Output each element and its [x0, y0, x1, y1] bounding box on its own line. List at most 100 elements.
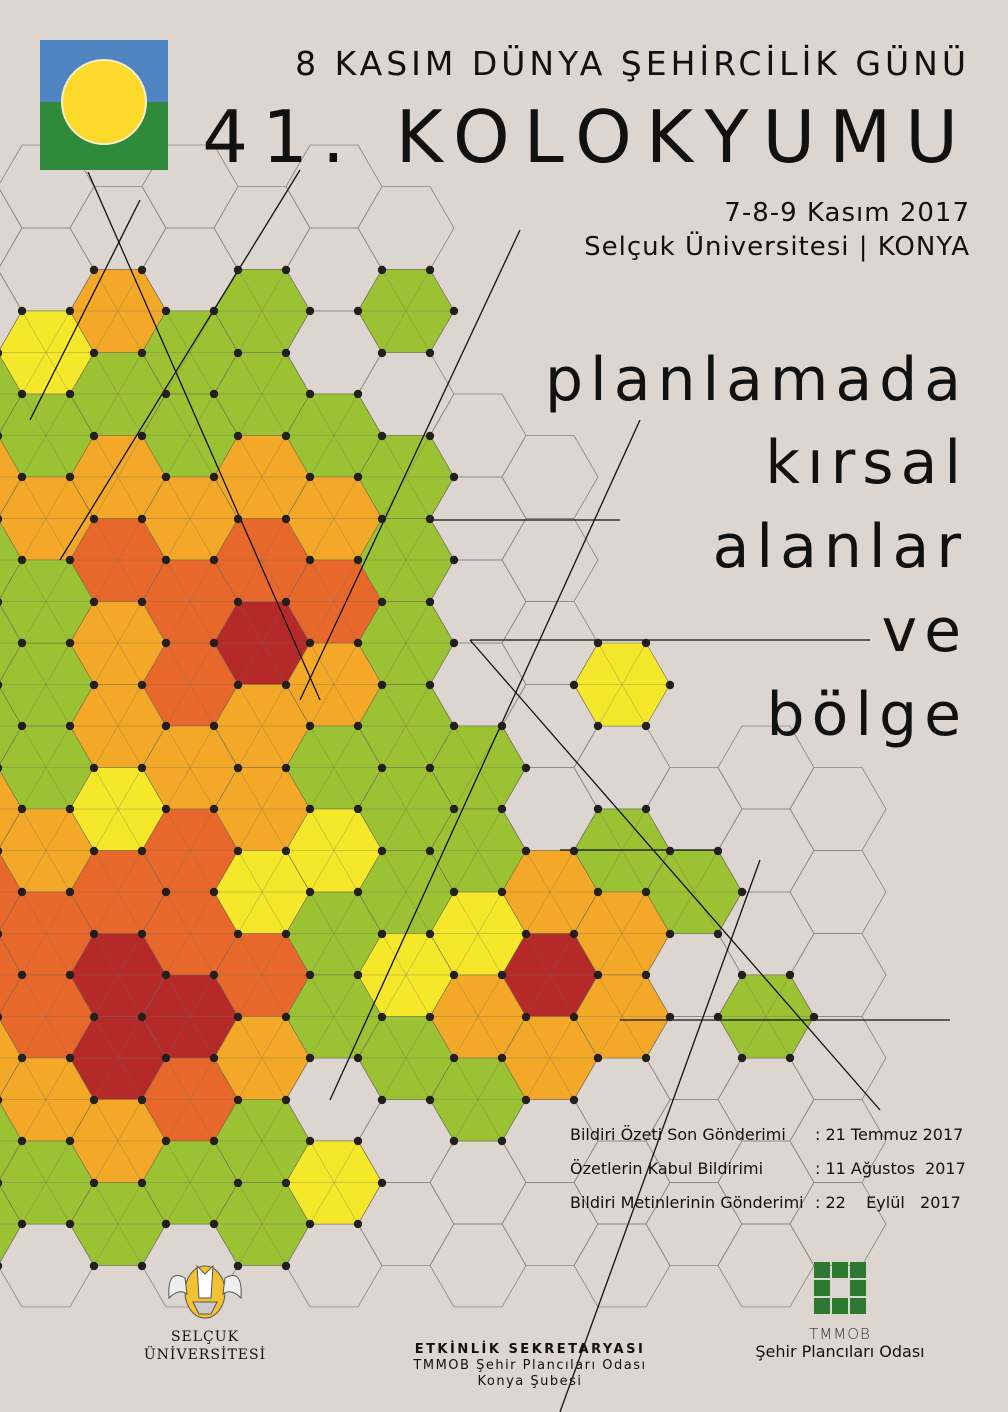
vertex-dot — [89, 265, 99, 275]
hex-divider — [93, 767, 143, 851]
hex-divider — [237, 352, 287, 436]
vertex-dot — [89, 348, 99, 358]
hex-divider — [93, 352, 143, 436]
hex-divider — [165, 476, 215, 561]
vertex-dot — [305, 887, 315, 897]
vertex-dot — [353, 970, 363, 980]
vertex-dot — [449, 306, 459, 316]
vertex-dot — [593, 721, 603, 731]
vertex-dot — [65, 970, 75, 980]
vertex-dot — [305, 472, 315, 482]
vertex-dot — [233, 1012, 243, 1022]
vertex-dot — [89, 846, 99, 856]
vertex-dot — [137, 929, 147, 939]
vertex-dot — [497, 721, 507, 731]
hex-divider — [309, 559, 359, 644]
hex-divider — [93, 1182, 143, 1266]
university-name: SELÇUK ÜNİVERSİTESİ — [130, 1328, 280, 1364]
vertex-dot — [17, 472, 27, 482]
vertex-dot — [713, 846, 723, 856]
vertex-dot — [497, 970, 507, 980]
hex-divider — [525, 1016, 575, 1100]
vertex-dot — [713, 1012, 723, 1022]
hex-divider — [93, 1016, 143, 1100]
vertex-dot — [281, 514, 291, 524]
vertex-dot — [425, 431, 435, 441]
vertex-dot — [0, 432, 3, 440]
hex-divider — [21, 393, 71, 478]
deadline-row: Bildiri Metinlerinin Gönderimi: 22 Eylül… — [570, 1186, 966, 1220]
hex-divider — [21, 725, 71, 810]
vertex-dot — [137, 1095, 147, 1105]
hex-divider — [237, 850, 287, 934]
vertex-dot — [785, 970, 795, 980]
vertex-dot — [569, 680, 579, 690]
vertex-dot — [449, 1136, 459, 1146]
vertex-dot — [353, 887, 363, 897]
vertex-dot — [353, 721, 363, 731]
vertex-dot — [209, 1136, 219, 1146]
vertex-dot — [377, 597, 387, 607]
hex-divider — [21, 642, 71, 727]
accent-line — [559, 859, 761, 1412]
chamber-org: TMMOB — [809, 1325, 871, 1343]
vertex-dot — [233, 348, 243, 358]
vertex-dot — [161, 721, 171, 731]
hex-divider — [453, 974, 503, 1059]
vertex-dot — [65, 638, 75, 648]
university-name-line: SELÇUK — [170, 1329, 240, 1345]
hex-divider — [309, 808, 359, 893]
hex-outline — [0, 189, 23, 267]
hex-divider — [237, 933, 287, 1017]
vertex-dot — [521, 1012, 531, 1022]
vertex-dot — [377, 929, 387, 939]
vertex-dot — [209, 721, 219, 731]
vertex-dot — [209, 638, 219, 648]
vertex-dot — [281, 265, 291, 275]
vertex-dot — [137, 597, 147, 607]
vertex-dot — [281, 431, 291, 441]
vertex-dot — [0, 598, 3, 606]
vertex-dot — [65, 887, 75, 897]
hex-divider — [237, 518, 287, 602]
vertex-dot — [161, 1136, 171, 1146]
vertex-dot — [281, 1095, 291, 1105]
vertex-dot — [425, 597, 435, 607]
vertex-dot — [137, 680, 147, 690]
vertex-dot — [0, 515, 3, 523]
vertex-dot — [161, 1053, 171, 1063]
vertex-dot — [89, 1261, 99, 1271]
vertex-dot — [17, 1136, 27, 1146]
hex-divider — [741, 974, 791, 1059]
vertex-dot — [449, 970, 459, 980]
vertex-dot — [0, 349, 3, 357]
vertex-dot — [737, 970, 747, 980]
vertex-dot — [0, 681, 3, 689]
vertex-dot — [281, 763, 291, 773]
vertex-dot — [569, 846, 579, 856]
deadline-date: : 11 Ağustos 2017 — [815, 1159, 966, 1178]
chamber-logo — [814, 1262, 866, 1314]
vertex-dot — [377, 514, 387, 524]
vertex-dot — [65, 555, 75, 565]
vertex-dot — [785, 1053, 795, 1063]
hex-outline — [213, 186, 311, 270]
vertex-dot — [161, 555, 171, 565]
hex-divider — [21, 891, 71, 976]
vertex-dot — [737, 1053, 747, 1063]
vertex-dot — [281, 846, 291, 856]
hex-divider — [21, 310, 71, 395]
vertex-dot — [161, 1219, 171, 1229]
vertex-dot — [497, 804, 507, 814]
vertex-dot — [641, 970, 651, 980]
hex-divider — [597, 891, 647, 976]
vertex-dot — [233, 1178, 243, 1188]
vertex-dot — [233, 680, 243, 690]
vertex-dot — [305, 804, 315, 814]
vertex-dot — [281, 1178, 291, 1188]
vertex-dot — [65, 1053, 75, 1063]
vertex-dot — [641, 1053, 651, 1063]
vertex-dot — [569, 929, 579, 939]
hex-divider — [21, 974, 71, 1059]
hex-divider — [381, 269, 431, 353]
